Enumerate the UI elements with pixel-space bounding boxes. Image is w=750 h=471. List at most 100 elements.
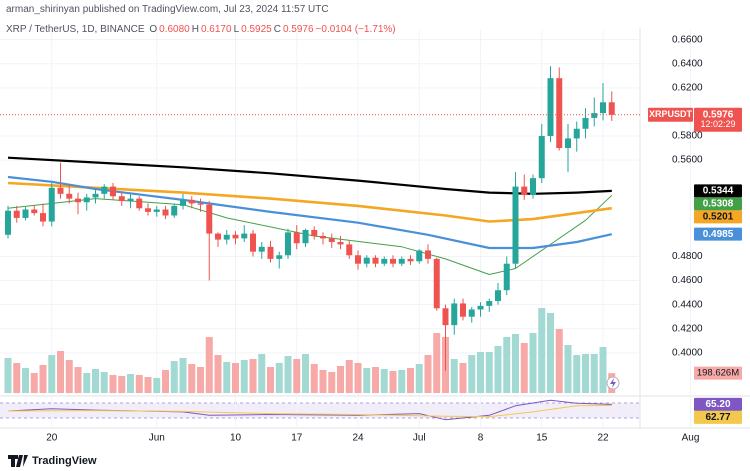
candle-body xyxy=(197,203,204,205)
candle-body xyxy=(215,233,221,240)
candle-body xyxy=(591,113,598,118)
footer-logo xyxy=(8,455,28,467)
volume-bar xyxy=(293,359,301,393)
price-tag xyxy=(694,397,742,411)
volume-bar xyxy=(573,355,581,393)
volume-bar xyxy=(512,334,519,393)
candle-body xyxy=(40,213,46,222)
legend-value: 0.6080 xyxy=(159,24,190,35)
volume-bar xyxy=(232,363,239,393)
candle-body xyxy=(328,238,335,243)
countdown-label: 12:02:29 xyxy=(700,119,735,129)
candle-body xyxy=(521,186,528,196)
volume-bar xyxy=(450,359,458,393)
volume-bar xyxy=(83,373,91,393)
volume-bar xyxy=(407,368,414,393)
legend-key: C xyxy=(273,24,281,35)
volume-bar xyxy=(564,345,572,393)
volume-bar xyxy=(30,373,38,393)
symbol-tag-label: XRPUSDT xyxy=(649,109,693,119)
candle-body xyxy=(486,301,493,306)
x-tick-label: Jul xyxy=(413,433,426,444)
volume-bar xyxy=(389,371,397,393)
candle-body xyxy=(372,257,379,264)
volume-bar xyxy=(249,359,257,393)
volume-bar xyxy=(319,370,327,393)
volume-bar xyxy=(214,355,222,393)
volume-bar xyxy=(582,354,589,393)
volume-bar xyxy=(503,337,511,393)
volume-tag-label: 198.626M xyxy=(697,368,739,379)
candle-body xyxy=(337,242,344,245)
candle-body xyxy=(48,187,55,222)
candle-body xyxy=(320,235,326,239)
candle-body xyxy=(442,308,449,326)
moving-average xyxy=(7,156,612,195)
y-tick-label: 0.4200 xyxy=(672,323,703,334)
legend-key: H xyxy=(191,24,199,35)
y-tick-label: 0.4000 xyxy=(672,347,703,358)
candle-body xyxy=(433,258,440,309)
volume-bar xyxy=(372,367,379,393)
candle-body xyxy=(451,303,458,326)
candle-body xyxy=(582,117,589,129)
volume-bar xyxy=(267,367,274,393)
rsi-line xyxy=(7,405,612,418)
tags: 0.5344 0.5308 0.5201 0.4985 65.20 62.77 XRPUSD… xyxy=(648,107,742,424)
candle-body xyxy=(302,229,309,244)
price-tag xyxy=(694,227,742,241)
y-tick-label: 0.6200 xyxy=(672,82,703,93)
volume-bar xyxy=(109,375,117,393)
candle-body xyxy=(162,209,169,216)
candle-body xyxy=(530,178,536,196)
x-tick-label: 17 xyxy=(291,433,303,444)
moving-average xyxy=(7,175,613,250)
candle-body xyxy=(573,128,580,139)
moving-average xyxy=(7,194,613,275)
volume-bar xyxy=(590,354,598,393)
volume-bar xyxy=(520,343,528,393)
volume-bar xyxy=(459,363,467,393)
candle-body xyxy=(110,186,116,197)
volume-bar xyxy=(275,363,283,393)
candle-body xyxy=(101,186,108,194)
publisher-line: arman_shirinyan published on TradingView… xyxy=(6,4,329,15)
volume-bar xyxy=(118,376,126,393)
candle-body xyxy=(503,263,510,291)
volume-bar xyxy=(100,372,108,393)
price-tag-label: 0.5201 xyxy=(703,212,734,223)
candle-body xyxy=(460,303,466,317)
candle-body xyxy=(390,258,396,264)
volume-bar xyxy=(179,358,187,393)
volume-bar xyxy=(57,351,64,393)
symbol: XRP / TetherUS, 1D, BINANCE xyxy=(6,24,145,35)
volume-bar xyxy=(284,356,292,393)
candle-body xyxy=(346,244,353,256)
volume-bar xyxy=(337,366,344,393)
candle-body xyxy=(5,210,11,235)
volume-bar xyxy=(538,308,546,393)
legend-value: 0.6170 xyxy=(200,24,232,35)
y-tick-label: 0.6600 xyxy=(672,34,703,45)
legend-key: O xyxy=(149,24,158,35)
candle-body xyxy=(250,233,256,252)
volume-bar xyxy=(74,367,82,393)
volume-bar xyxy=(258,354,266,393)
candle-body xyxy=(188,199,195,204)
candle-body xyxy=(311,229,318,236)
volume-bar xyxy=(22,368,29,393)
candle-body xyxy=(232,234,239,239)
volume-bar xyxy=(424,355,432,393)
moving-average xyxy=(7,181,612,223)
volume-bar xyxy=(205,337,213,393)
symbol-tag xyxy=(648,107,693,122)
y-tick-label: 0.5600 xyxy=(672,155,703,166)
price-tag-label: 0.5308 xyxy=(703,199,734,210)
volume-bar xyxy=(302,354,309,393)
volume-bar xyxy=(547,313,554,393)
price-tag-label: 65.20 xyxy=(705,399,730,410)
volume-bar xyxy=(144,377,152,393)
volume-bar xyxy=(328,372,336,393)
alert-bolt xyxy=(610,378,616,388)
candle-body xyxy=(241,233,248,239)
